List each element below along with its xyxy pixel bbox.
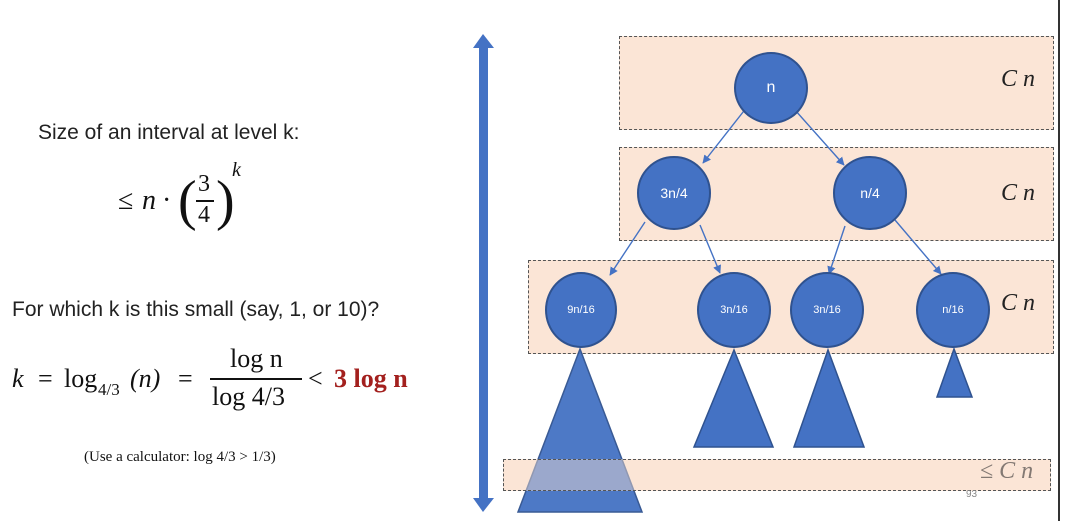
level-cost-2: C n (1001, 290, 1036, 316)
interval-size-label: Size of an interval at level k: (38, 121, 300, 144)
tree-node-root: n (734, 52, 808, 124)
left-paren: ( (178, 170, 197, 232)
eq-frac-denominator: log 4/3 (212, 382, 285, 411)
height-arrow-shaft (479, 46, 488, 502)
interval-bound-formula: ≤ n · ( 3 4 ) k (118, 159, 268, 243)
subtree-triangle-n16 (935, 346, 974, 398)
eq-frac-numerator: log n (230, 344, 283, 373)
edge-l1b-l2c (827, 225, 846, 275)
height-arrow-head-bottom (473, 498, 494, 512)
eq-equals-2: = (178, 364, 193, 393)
eq-frac-bar (210, 378, 302, 380)
eq-equals-1: = (38, 364, 53, 393)
tree-node-9n16: 9n/16 (545, 272, 617, 348)
height-arrow-head-top (473, 34, 494, 48)
k-equation: k = log 4/3 (n) = log n log 4/3 < 3 log … (12, 340, 432, 420)
tree-node-3n4: 3n/4 (637, 156, 711, 230)
edge-root-l1b (794, 109, 845, 166)
fraction-bar (196, 200, 214, 202)
level-cost-0: C n (1001, 66, 1036, 92)
edge-root-l1a (702, 106, 748, 164)
leq-symbol: ≤ (118, 185, 134, 216)
right-paren: ) (216, 170, 235, 232)
eq-log-base: 4/3 (98, 380, 120, 399)
eq-less-than: < (308, 364, 323, 393)
dot-symbol: · (162, 185, 172, 216)
tree-node-3n16-b: 3n/16 (790, 272, 864, 348)
edge-l1a-l2b (699, 224, 721, 274)
tree-node-n4: n/4 (833, 156, 907, 230)
exponent-k: k (232, 159, 241, 181)
fraction-numerator: 3 (198, 171, 210, 197)
bottom-band-overlay (503, 459, 1051, 491)
eq-log: log (64, 364, 98, 393)
subtree-triangle-3n16-a (692, 348, 775, 448)
eq-k: k (12, 364, 24, 393)
question-text: For which k is this small (say, 1, or 10… (12, 298, 380, 321)
page-number: 93 (966, 489, 978, 500)
level-cost-bottom: ≤ C n (980, 458, 1034, 484)
slide-edge (1058, 0, 1060, 521)
calculator-note: (Use a calculator: log 4/3 > 1/3) (84, 449, 276, 465)
level-box-0 (619, 36, 1054, 130)
eq-result: 3 log n (334, 364, 408, 393)
subtree-triangle-9n16 (516, 346, 644, 513)
n-symbol: n (142, 185, 156, 216)
fraction-denominator: 4 (198, 202, 210, 228)
edge-l1b-l2d (894, 219, 942, 275)
eq-log-arg: (n) (130, 364, 161, 393)
tree-node-3n16-a: 3n/16 (697, 272, 771, 348)
level-cost-1: C n (1001, 180, 1036, 206)
tree-node-n16: n/16 (916, 272, 990, 348)
edge-l1a-l2a (609, 221, 646, 276)
subtree-triangle-3n16-b (792, 347, 866, 448)
